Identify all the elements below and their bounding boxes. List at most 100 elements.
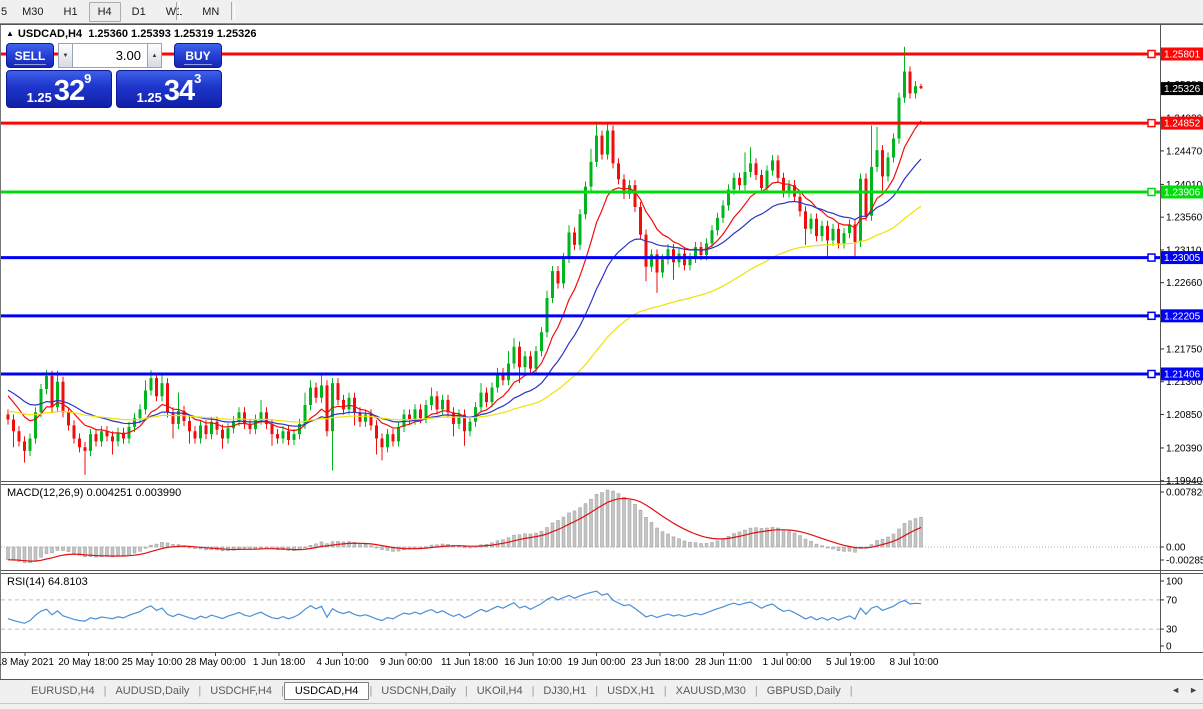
candle-body: [468, 421, 472, 432]
macd-histogram-bar: [149, 544, 153, 548]
hline-handle[interactable]: [1147, 118, 1156, 128]
chart-tab-usdcnh-daily[interactable]: USDCNH,Daily: [381, 685, 456, 697]
tab-separator: |: [849, 685, 853, 697]
chart-tabs: EURUSD,H4 | AUDUSD,Daily | USDCHF,H4 | USDCAD,…: [0, 680, 1203, 702]
candle-body: [617, 163, 620, 180]
hline-price-label: [1161, 47, 1203, 61]
chart-tab-dj30-h1[interactable]: DJ30,H1: [543, 685, 587, 697]
candlestick-series: [6, 46, 923, 475]
macd-histogram-bar: [94, 546, 98, 558]
timeframe-button-partial[interactable]: 5: [1, 5, 8, 18]
macd-histogram-bar: [671, 536, 676, 548]
timeframe-button-h4[interactable]: H4: [88, 1, 121, 22]
hline-handle[interactable]: [1147, 187, 1156, 197]
buy-price-display[interactable]: 1.25 34 3: [116, 70, 222, 108]
macd-histogram-bar: [655, 527, 659, 548]
candle-body: [166, 383, 169, 413]
sell-price-display[interactable]: 1.25 32 9: [6, 70, 112, 108]
macd-histogram-bar: [770, 526, 775, 548]
macd-histogram-bar: [842, 546, 846, 552]
window-bottom-strip: [0, 703, 1203, 709]
chart-tab-usdchf-h4[interactable]: USDCHF,H4: [210, 685, 272, 697]
volume-increase-button[interactable]: ▲: [147, 43, 162, 68]
macd-histogram-bar: [644, 517, 648, 548]
chart-tab-usdcad-h4[interactable]: USDCAD,H4: [283, 682, 370, 700]
sell-button[interactable]: SELL: [6, 43, 54, 68]
chart-tab-xauusd-m30[interactable]: XAUUSD,M30: [675, 685, 746, 697]
chart-tab-eurusd-h4[interactable]: EURUSD,H4: [31, 685, 95, 697]
candle-body: [655, 254, 659, 273]
candle-body: [848, 224, 851, 234]
hline-handle[interactable]: [1147, 49, 1156, 59]
axis-label: 0.007826: [1166, 488, 1203, 499]
timeframe-button-d1[interactable]: D1: [131, 5, 146, 18]
timeframe-button-w1[interactable]: W1: [165, 5, 183, 18]
tab-separator: |: [464, 685, 468, 697]
price-axis: 1.253801.249201.244701.240101.235601.231…: [1160, 47, 1203, 653]
chart-tab-gbpusd-daily[interactable]: GBPUSD,Daily: [766, 685, 841, 697]
volume-input[interactable]: [73, 43, 147, 68]
candle-body: [424, 405, 428, 419]
timeframe-button-mn[interactable]: MN: [202, 5, 220, 18]
hline-price-label: [1161, 116, 1203, 130]
macd-histogram-bar: [61, 546, 65, 551]
hline-handle[interactable]: [1147, 369, 1156, 379]
macd-histogram-bar: [396, 546, 401, 552]
candle-body: [463, 414, 466, 432]
macd-histogram-bar: [17, 546, 21, 562]
candle-body: [61, 381, 65, 413]
candle-body: [446, 399, 450, 413]
candle-body: [771, 160, 774, 171]
candle-body: [815, 218, 818, 237]
macd-histogram-bar: [638, 509, 643, 548]
macd-histogram-bar: [352, 542, 357, 548]
candle-body: [474, 407, 477, 422]
sell-price-big-digits: 32: [53, 75, 85, 107]
candle-body: [320, 385, 323, 398]
tab-scroll-right-icon[interactable]: ►: [1189, 685, 1198, 695]
candle-body: [716, 217, 719, 231]
time-axis-label: 19 Jun 00:00: [568, 657, 626, 668]
hline-handle[interactable]: [1147, 253, 1156, 262]
macd-histogram-bar: [28, 546, 32, 564]
hline-handle[interactable]: [1147, 311, 1156, 321]
axis-label: 1.20390: [1166, 443, 1203, 454]
hline-price-label: [1161, 309, 1203, 323]
candle-body: [380, 438, 384, 448]
buy-button[interactable]: BUY: [174, 43, 222, 68]
macd-histogram-bar: [809, 540, 813, 548]
time-axis-label: 18 May 2021: [0, 657, 54, 668]
macd-histogram-bar: [11, 546, 16, 561]
chart-canvas[interactable]: 1.253801.249201.244701.240101.235601.231…: [0, 24, 1203, 680]
candle-body: [540, 332, 543, 352]
timeframe-button-h1[interactable]: H1: [63, 5, 78, 18]
macd-histogram-bar: [303, 546, 307, 549]
macd-histogram-bar: [363, 544, 368, 548]
candle-body: [853, 224, 857, 242]
volume-decrease-button[interactable]: ▼: [58, 43, 73, 68]
chart-tab-ukoil-h4[interactable]: UKOil,H4: [476, 685, 523, 697]
chart-tab-usdx-h1[interactable]: USDX,H1: [607, 685, 655, 697]
chart-tab-audusd-daily[interactable]: AUDUSD,Daily: [115, 685, 190, 697]
candle-body: [831, 228, 835, 241]
candle-body: [809, 218, 813, 229]
candle-body: [78, 438, 81, 448]
macd-histogram-bar: [259, 546, 263, 549]
tab-scroll-arrows: ◄ ►: [1162, 685, 1198, 695]
macd-histogram-bar: [77, 546, 82, 556]
candle-body: [738, 177, 741, 186]
macd-histogram-bar: [160, 542, 164, 548]
candle-body: [144, 390, 147, 410]
candle-body: [281, 431, 285, 439]
macd-histogram-bar: [765, 527, 769, 548]
macd-histogram-bar: [116, 546, 120, 557]
macd-histogram-bar: [886, 536, 890, 548]
axis-label: 1.25326: [1164, 84, 1201, 95]
tab-scroll-left-icon[interactable]: ◄: [1171, 685, 1181, 695]
macd-histogram-bar: [121, 546, 126, 556]
macd-histogram-bar: [913, 518, 918, 548]
macd-histogram-bar: [704, 543, 709, 548]
timeframe-button-m30[interactable]: M30: [22, 5, 44, 18]
collapse-objects-icon[interactable]: ▲: [6, 29, 14, 38]
axis-label: 1.21406: [1164, 369, 1201, 380]
